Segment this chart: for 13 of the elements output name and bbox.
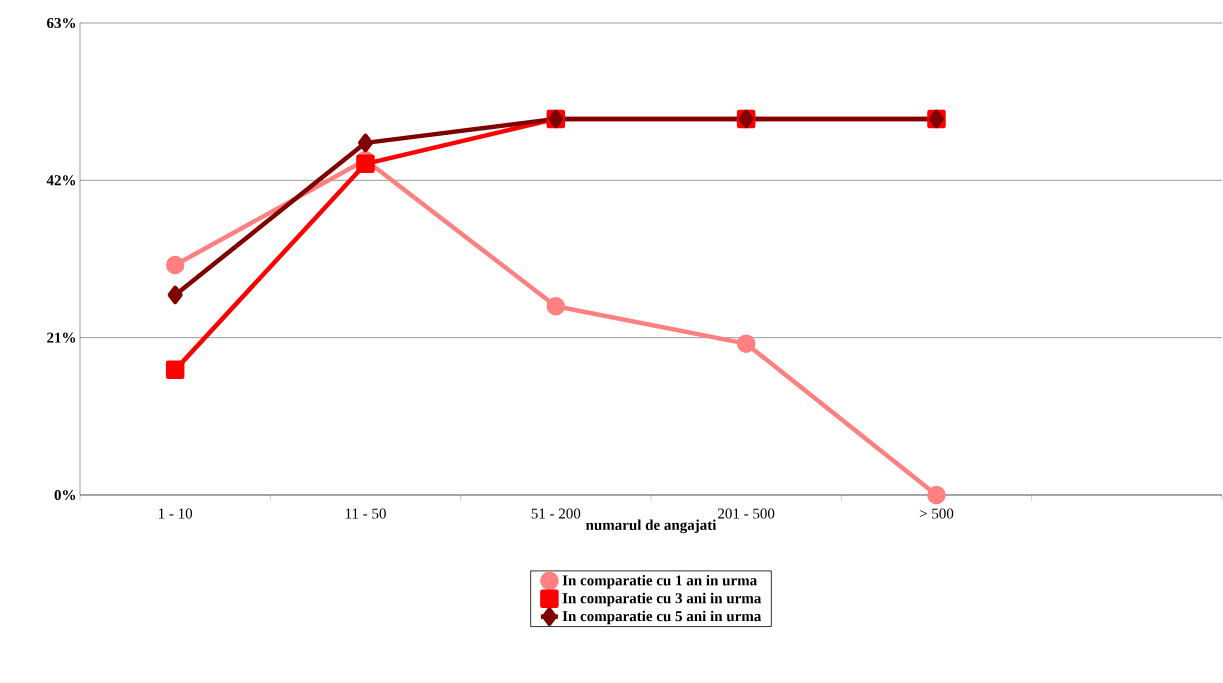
x-tick-label: 11 - 50 <box>345 508 386 519</box>
x-tick-label: 51 - 200 <box>531 508 581 519</box>
x-tick-label: 201 - 500 <box>718 508 775 519</box>
x-axis-title: numarul de angajati <box>585 519 717 534</box>
y-tick-label: 42% <box>46 175 76 186</box>
x-tick-label: 1 - 10 <box>158 508 193 519</box>
x-tick-label: > 500 <box>919 508 954 519</box>
y-tick-label: 0% <box>54 489 76 501</box>
legend-label: In comparatie cu 5 ani in urma <box>562 610 762 625</box>
y-tick-label: 63% <box>47 17 76 29</box>
y-tick-label: 21% <box>47 332 76 343</box>
legend-label: In comparatie cu 3 ani in urma <box>562 592 762 607</box>
legend-label: In comparatie cu 1 an in urma <box>562 574 757 589</box>
